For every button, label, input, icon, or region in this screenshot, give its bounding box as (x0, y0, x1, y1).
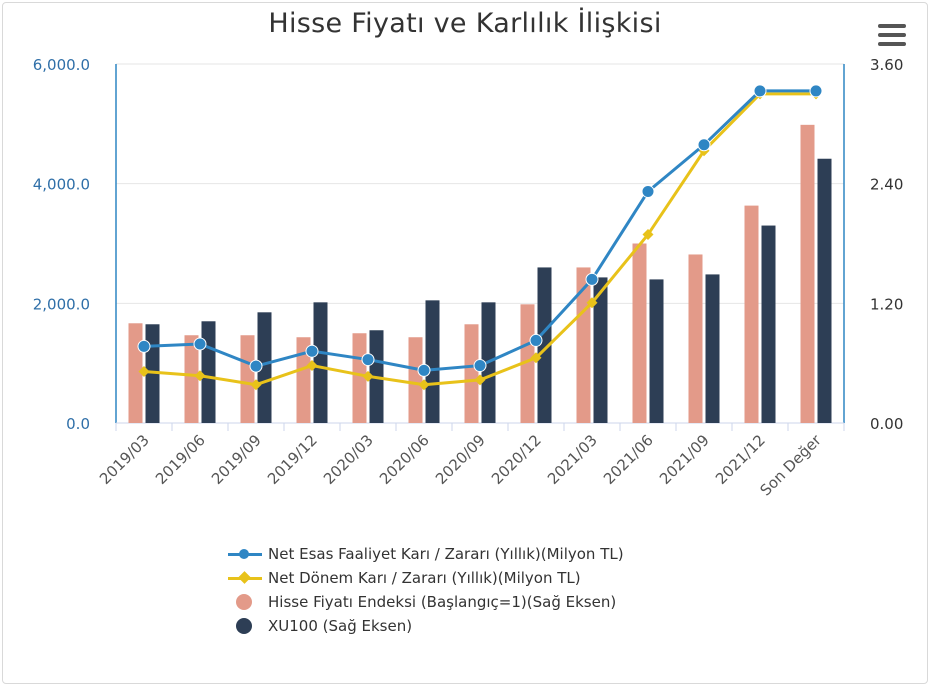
bar-xu100 (593, 277, 608, 423)
bar-hisse-fiyati (240, 335, 255, 423)
point-net-esas (809, 84, 823, 98)
point-net-esas (585, 272, 599, 286)
x-tick-label: 2020/09 (432, 431, 489, 488)
point-net-donem (306, 360, 318, 372)
legend-symbol-bar-circle (228, 594, 262, 610)
legend-label: Net Esas Faaliyet Karı / Zararı (Yıllık)… (268, 545, 624, 563)
legend-symbol-circle-line (228, 546, 262, 562)
x-tick-label: Son Değer (756, 431, 825, 500)
point-net-donem (250, 379, 262, 391)
bar-hisse-fiyati (184, 335, 199, 423)
point-net-donem (474, 374, 486, 386)
legend-symbol-diamond-line (228, 570, 262, 586)
point-net-donem (530, 352, 542, 364)
legend-label: Net Dönem Karı / Zararı (Yıllık)(Milyon … (268, 569, 581, 587)
right-axis-tick-label: 0.00 (870, 415, 903, 433)
x-tick-label: 2019/06 (152, 431, 209, 488)
left-axis-tick-label: 6,000.0 (33, 56, 90, 74)
legend: Net Esas Faaliyet Karı / Zararı (Yıllık)… (228, 542, 624, 638)
legend-item-net-donem[interactable]: Net Dönem Karı / Zararı (Yıllık)(Milyon … (228, 566, 624, 590)
bar-xu100 (425, 300, 440, 423)
bar-hisse-fiyati (408, 337, 423, 423)
bar-hisse-fiyati (296, 337, 311, 423)
point-net-esas (641, 184, 655, 198)
point-net-esas (361, 353, 375, 367)
point-net-esas (473, 359, 487, 373)
point-net-donem (642, 229, 654, 241)
legend-label: XU100 (Sağ Eksen) (268, 617, 413, 635)
point-net-esas (697, 138, 711, 152)
left-axis-tick-label: 2,000.0 (33, 295, 90, 313)
point-net-esas (529, 333, 543, 347)
bar-xu100 (537, 267, 552, 423)
bar-hisse-fiyati (744, 205, 759, 423)
bar-hisse-fiyati (800, 124, 815, 423)
bar-hisse-fiyati (464, 324, 479, 423)
bar-xu100 (649, 279, 664, 423)
x-tick-label: 2019/12 (264, 431, 321, 488)
point-net-donem (138, 366, 150, 378)
bar-hisse-fiyati (520, 304, 535, 423)
bar-xu100 (761, 225, 776, 423)
left-axis-tick-label: 0.0 (66, 415, 90, 433)
point-net-esas (753, 84, 767, 98)
right-axis-tick-label: 2.40 (870, 176, 903, 194)
x-tick-label: 2021/06 (600, 431, 657, 488)
legend-symbol-bar-circle (228, 618, 262, 634)
bar-xu100 (257, 312, 272, 423)
legend-item-net-esas[interactable]: Net Esas Faaliyet Karı / Zararı (Yıllık)… (228, 542, 624, 566)
x-tick-label: 2021/12 (712, 431, 769, 488)
bar-xu100 (201, 321, 216, 423)
point-net-esas (417, 363, 431, 377)
x-tick-label: 2020/06 (376, 431, 433, 488)
hamburger-menu-icon[interactable] (876, 22, 908, 50)
x-tick-label: 2020/12 (488, 431, 545, 488)
bar-hisse-fiyati (632, 243, 647, 423)
point-net-esas (249, 359, 263, 373)
bar-hisse-fiyati (688, 254, 703, 423)
right-axis-tick-label: 1.20 (870, 295, 903, 313)
x-tick-label: 2019/09 (208, 431, 265, 488)
left-axis-tick-label: 4,000.0 (33, 176, 90, 194)
point-net-esas (137, 339, 151, 353)
legend-item-xu100[interactable]: XU100 (Sağ Eksen) (228, 614, 624, 638)
bar-xu100 (705, 274, 720, 423)
point-net-esas (193, 337, 207, 351)
legend-label: Hisse Fiyatı Endeksi (Başlangıç=1)(Sağ E… (268, 593, 617, 611)
bar-xu100 (817, 158, 832, 423)
bar-xu100 (313, 302, 328, 423)
point-net-donem (194, 370, 206, 382)
x-tick-label: 2019/03 (96, 431, 153, 488)
chart-title: Hisse Fiyatı ve Karlılık İlişkisi (268, 8, 662, 39)
x-tick-label: 2021/03 (544, 431, 601, 488)
point-net-donem (418, 379, 430, 391)
point-net-donem (362, 370, 374, 382)
point-net-esas (305, 344, 319, 358)
point-net-donem (586, 297, 598, 309)
legend-item-hisse-fiyati[interactable]: Hisse Fiyatı Endeksi (Başlangıç=1)(Sağ E… (228, 590, 624, 614)
x-tick-label: 2021/09 (656, 431, 713, 488)
right-axis-tick-label: 3.60 (870, 56, 903, 74)
x-tick-label: 2020/03 (320, 431, 377, 488)
